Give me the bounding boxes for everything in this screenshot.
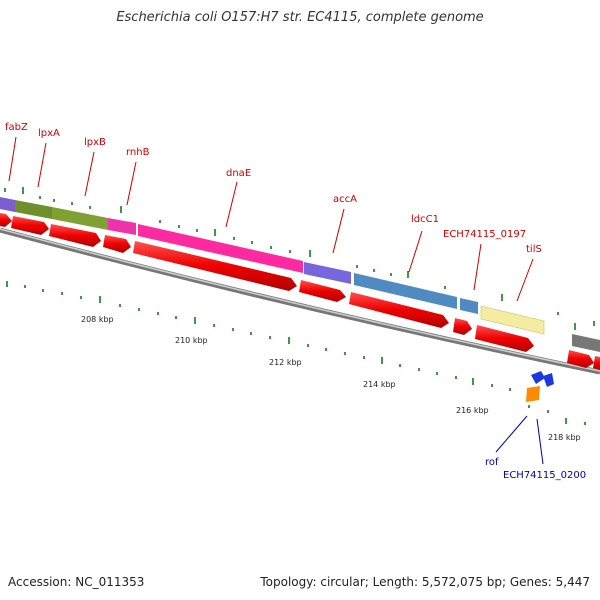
cds-arrow[interactable] [349, 292, 449, 328]
cds-arrow[interactable] [133, 241, 297, 291]
gene-bar-lpxA[interactable] [15, 200, 52, 219]
gene-bar-lpxB[interactable] [52, 207, 108, 230]
accession-text: Accession: NC_011353 [8, 575, 145, 589]
gene-label-ECH74115_0197[interactable]: ECH74115_0197 [443, 229, 526, 240]
cds-arrow[interactable] [475, 325, 534, 352]
cds-arrow[interactable] [453, 318, 472, 335]
scale-label-214: 214 kbp [363, 380, 396, 389]
scale-label-218: 218 kbp [548, 433, 581, 442]
upper-ticks [4, 187, 595, 330]
gene-label-accA[interactable]: accA [333, 194, 357, 205]
gene-bar-fabZ[interactable] [0, 197, 15, 212]
gene-bar-rnhB[interactable] [108, 218, 136, 235]
gene-rof-arrow[interactable] [531, 371, 545, 384]
scale-label-212: 212 kbp [269, 358, 302, 367]
gene-label-lpxB[interactable]: lpxB [84, 137, 106, 148]
scale-label-210: 210 kbp [175, 336, 208, 345]
cds-arrow[interactable] [49, 224, 101, 247]
gene-label-tilS[interactable]: tilS [526, 244, 542, 255]
feature-band [0, 197, 600, 352]
gene-bar-ECH74115_0197[interactable] [460, 298, 478, 314]
scale-label-208: 208 kbp [81, 315, 114, 324]
genome-title: Escherichia coli O157:H7 str. EC4115, co… [116, 10, 484, 25]
gene-bar-gray-right [572, 334, 600, 352]
gene-label-dnaE[interactable]: dnaE [226, 168, 251, 179]
gene-label-fabZ[interactable]: fabZ [5, 122, 28, 133]
genome-backbone-highlight [0, 228, 600, 372]
gene-rof-arrow-2[interactable] [543, 373, 554, 387]
reverse-leaders [495, 415, 544, 465]
gene-label-lpxA[interactable]: lpxA [38, 128, 60, 139]
forward-leaders [8, 136, 534, 302]
gene-bar-dnaE[interactable] [138, 224, 303, 273]
lower-ticks [6, 281, 586, 425]
cds-arrow[interactable] [11, 216, 49, 235]
gene-bar-ldcC1[interactable] [354, 273, 457, 309]
gene-ECH74115_0200-box[interactable] [526, 386, 540, 402]
cds-arrow[interactable] [299, 280, 346, 302]
cds-arrow[interactable] [103, 235, 131, 253]
scale-label-216: 216 kbp [456, 406, 489, 415]
gene-label-ECH74115_0200[interactable]: ECH74115_0200 [503, 470, 586, 481]
gene-label-ldcC1[interactable]: ldcC1 [411, 214, 439, 225]
cds-arrow[interactable] [593, 356, 600, 370]
cds-arrow[interactable] [567, 350, 594, 368]
topology-text: Topology: circular; Length: 5,572,075 bp… [260, 575, 590, 589]
cds-arrows [0, 213, 600, 370]
genome-backbone [0, 227, 600, 375]
cds-arrow[interactable] [0, 213, 12, 227]
gene-label-rnhB[interactable]: rnhB [126, 147, 150, 158]
gene-label-rof[interactable]: rof [485, 457, 499, 468]
gene-bar-accA[interactable] [304, 262, 351, 284]
gene-bar-tilS[interactable] [480, 305, 545, 335]
